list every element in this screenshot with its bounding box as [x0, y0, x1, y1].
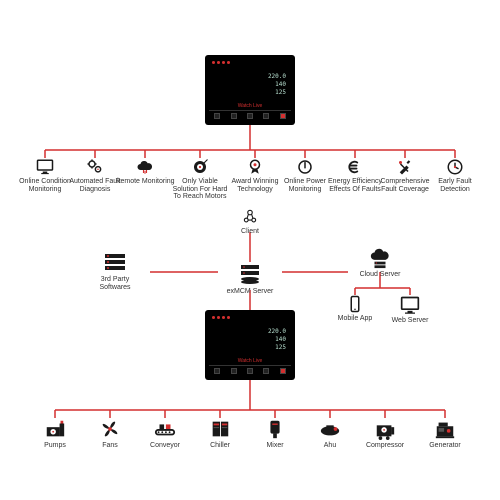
feature-8: Early Fault Detection — [425, 158, 485, 193]
device-readout: 125 — [275, 344, 286, 351]
device-status: Watch Live — [209, 103, 291, 109]
node-label: Mixer — [266, 442, 283, 450]
node-label: Early Fault Detection — [425, 178, 485, 193]
client-node: Client — [220, 208, 280, 236]
conveyor-icon — [154, 418, 176, 440]
serverdb-icon — [238, 262, 262, 286]
cloudserv-icon — [369, 247, 391, 269]
cloud-icon — [136, 158, 154, 176]
equipment-3: Chiller — [190, 418, 250, 450]
node-label: Conveyor — [150, 442, 180, 450]
node-label: Client — [241, 228, 259, 236]
node-label: Only Viable Solution For Hard To Reach M… — [170, 178, 230, 201]
feature-3: Only Viable Solution For Hard To Reach M… — [170, 158, 230, 201]
node-label: Chiller — [210, 442, 230, 450]
device-status: Watch Live — [209, 358, 291, 364]
ahu-icon — [319, 418, 341, 440]
equipment-5: Ahu — [300, 418, 360, 450]
mobile-icon — [346, 295, 364, 313]
node-label: Web Server — [392, 317, 429, 325]
device-readout: 140 — [275, 336, 286, 343]
device-readout: 140 — [275, 81, 286, 88]
gears-icon — [86, 158, 104, 176]
device-readout: 220.0 — [268, 73, 286, 80]
monitoring-device-top: 220.0 140 125 Watch Live — [205, 55, 295, 125]
servers-icon — [103, 250, 127, 274]
client-icon — [241, 208, 259, 226]
node-label: exMCM Server — [227, 288, 274, 296]
equipment-7: Generator — [415, 418, 475, 450]
node-label: 3rd Party Softwares — [85, 276, 145, 291]
generator-icon — [434, 418, 456, 440]
third-party-node: 3rd Party Softwares — [80, 250, 150, 291]
web-icon — [400, 295, 420, 315]
pump-icon — [44, 418, 66, 440]
server-node: exMCM Server — [220, 262, 280, 296]
web-node: Web Server — [380, 295, 440, 325]
equipment-4: Mixer — [245, 418, 305, 450]
fan-icon — [99, 418, 121, 440]
monitor-icon — [36, 158, 54, 176]
compressor-icon — [374, 418, 396, 440]
node-label: Ahu — [324, 442, 336, 450]
cloud-node: Cloud Server — [350, 247, 410, 279]
mixer-icon — [264, 418, 286, 440]
target-icon — [191, 158, 209, 176]
equipment-1: Fans — [80, 418, 140, 450]
equipment-0: Pumps — [25, 418, 85, 450]
tools-icon — [396, 158, 414, 176]
device-readout: 220.0 — [268, 328, 286, 335]
node-label: Fans — [102, 442, 118, 450]
node-label: Compressor — [366, 442, 404, 450]
node-label: Pumps — [44, 442, 66, 450]
mobile-node: Mobile App — [325, 295, 385, 323]
node-label: Cloud Server — [360, 271, 401, 279]
node-label: Remote Monitoring — [115, 178, 174, 186]
node-label: Mobile App — [338, 315, 373, 323]
award-icon — [246, 158, 264, 176]
device-readout: 125 — [275, 89, 286, 96]
equipment-2: Conveyor — [135, 418, 195, 450]
euro-icon — [346, 158, 364, 176]
clock-icon — [446, 158, 464, 176]
monitoring-device-bottom: 220.0 140 125 Watch Live — [205, 310, 295, 380]
power-icon — [296, 158, 314, 176]
equipment-6: Compressor — [355, 418, 415, 450]
chiller-icon — [209, 418, 231, 440]
feature-2: Remote Monitoring — [115, 158, 175, 186]
node-label: Generator — [429, 442, 461, 450]
